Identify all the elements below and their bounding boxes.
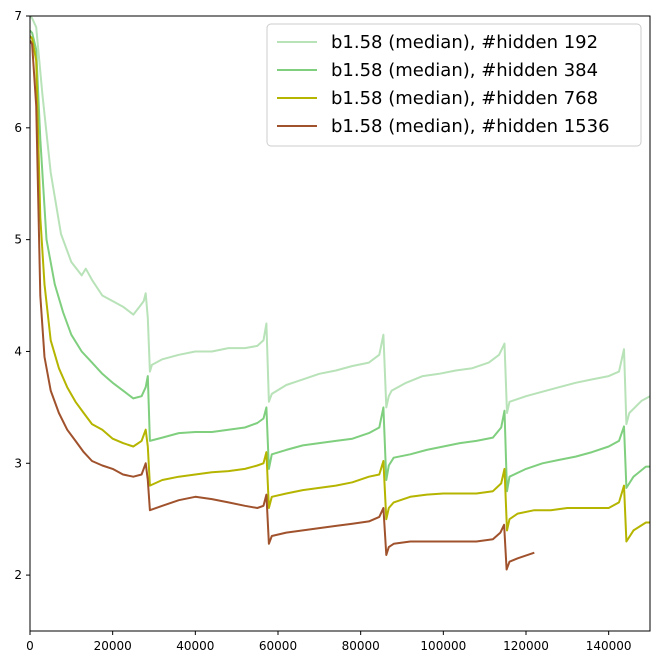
legend-label-4: b1.58 (median), #hidden 1536 — [331, 116, 610, 137]
x-tick-label: 0 — [26, 639, 34, 653]
x-axis: 0 20000 40000 60000 80000 100000 120000 140000 — [26, 631, 632, 653]
legend-label-3: b1.58 (median), #hidden 768 — [331, 88, 598, 109]
legend-box — [266, 23, 642, 147]
y-tick-label: 3 — [14, 456, 22, 470]
series-line-2 — [30, 29, 650, 493]
y-tick-label: 2 — [14, 568, 22, 582]
x-tick-label: 60000 — [259, 639, 297, 653]
x-tick-label: 80000 — [342, 639, 380, 653]
series-line-4 — [30, 40, 535, 571]
series-line-3 — [30, 35, 650, 543]
legend-label-1: b1.58 (median), #hidden 192 — [331, 32, 598, 53]
series-layer — [30, 16, 650, 571]
plot-frame — [29, 15, 651, 632]
legend-label-2: b1.58 (median), #hidden 384 — [331, 60, 598, 81]
x-tick-label: 20000 — [94, 639, 132, 653]
series-line-1 — [30, 16, 650, 426]
y-tick-label: 4 — [14, 344, 22, 358]
y-axis: 2 3 4 5 6 7 — [14, 9, 30, 582]
y-tick-label: 5 — [14, 233, 22, 247]
x-tick-label: 40000 — [176, 639, 214, 653]
y-tick-label: 7 — [14, 9, 22, 23]
legend: b1.58 (median), #hidden 192 b1.58 (median… — [266, 23, 642, 147]
x-tick-label: 100000 — [420, 639, 466, 653]
x-tick-label: 120000 — [503, 639, 549, 653]
y-tick-label: 6 — [14, 121, 22, 135]
x-tick-label: 140000 — [586, 639, 632, 653]
